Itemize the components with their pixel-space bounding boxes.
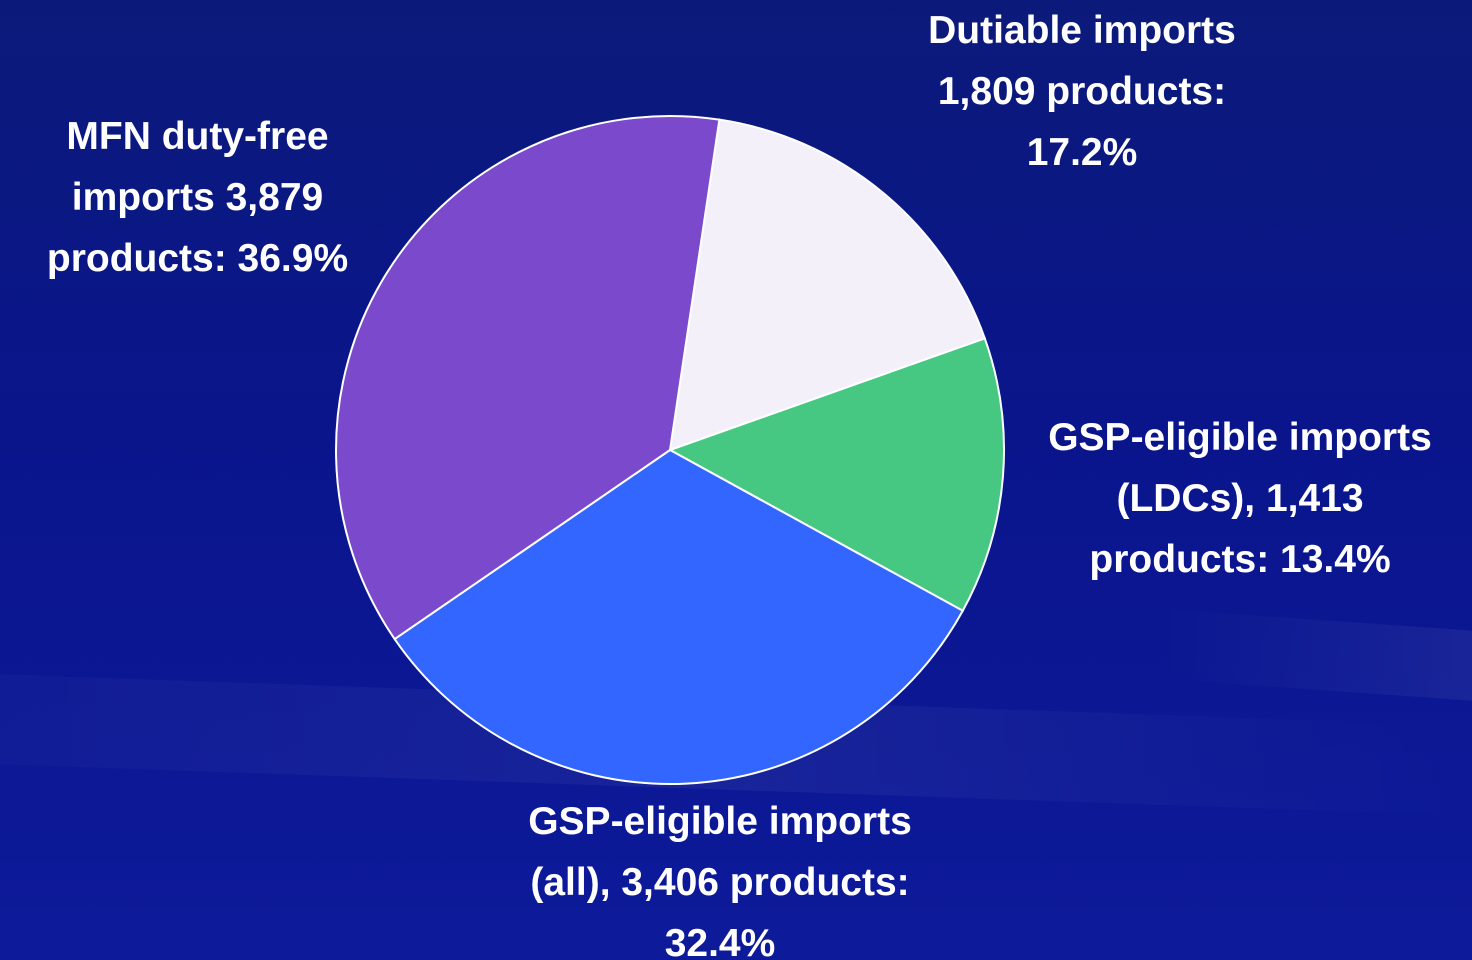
label-line: 1,809 products: (937, 70, 1227, 113)
label-gsp-ldcs: GSP-eligible imports (LDCs), 1,413 produ… (1005, 407, 1472, 590)
label-line: GSP-eligible imports (528, 800, 912, 843)
label-line: 32.4% (664, 922, 776, 960)
pie-slice-gsp-eligible-imports-ldcs (667, 337, 1005, 613)
pie-slice-dutiable-imports (668, 118, 987, 452)
label-line: GSP-eligible imports (1048, 416, 1432, 459)
pie-slice-mfn-duty-free-imports (335, 115, 721, 641)
label-line: MFN duty-free (66, 115, 329, 158)
label-line: Dutiable imports (928, 9, 1236, 52)
label-line: products: 13.4% (1089, 538, 1391, 581)
label-line: (LDCs), 1,413 (1116, 477, 1364, 520)
label-line: imports 3,879 (71, 176, 324, 219)
label-line: products: 36.9% (46, 237, 349, 280)
label-line: 17.2% (1026, 131, 1138, 174)
label-mfn-duty-free: MFN duty-free imports 3,879 products: 36… (0, 106, 395, 289)
label-line: (all), 3,406 products: (530, 861, 910, 904)
label-dutiable-imports: Dutiable imports 1,809 products: 17.2% (882, 0, 1282, 183)
pie-slice-gsp-eligible-imports-all (393, 448, 965, 785)
label-gsp-all: GSP-eligible imports (all), 3,406 produc… (480, 791, 960, 960)
